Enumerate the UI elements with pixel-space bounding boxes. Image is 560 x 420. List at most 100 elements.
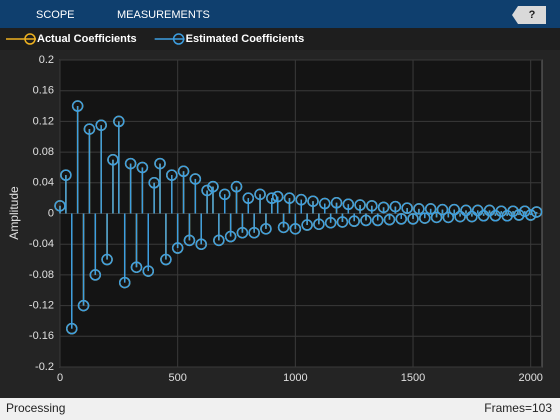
stem-marker (442, 211, 455, 224)
stem-marker (124, 157, 137, 170)
stem-marker (377, 201, 390, 214)
stem-marker (395, 213, 408, 225)
stem-marker (407, 213, 419, 225)
legend-marker (24, 33, 36, 45)
stem-marker (142, 265, 155, 277)
y-tick-label: -0.04 (29, 238, 54, 250)
y-tick-label: 0.08 (33, 146, 54, 158)
stem-marker (248, 226, 260, 239)
stem-marker (289, 223, 302, 235)
help-icon[interactable]: ? (529, 9, 536, 21)
stem-marker (171, 242, 184, 254)
stem-marker (330, 197, 343, 209)
x-tick-label: 0 (57, 372, 63, 384)
stem-marker (218, 188, 231, 201)
stem-marker (413, 203, 425, 215)
stem-marker (460, 204, 472, 217)
stem-marker (213, 234, 225, 247)
stem-marker (519, 205, 531, 217)
stem-marker (230, 180, 243, 193)
stem-marker (283, 192, 296, 204)
stem-marker (295, 193, 307, 206)
tab[interactable]: SCOPE (36, 9, 75, 21)
stem-marker (454, 210, 466, 223)
stem-marker (466, 210, 478, 223)
stem-marker (389, 200, 402, 213)
y-tick-label: 0.16 (33, 85, 54, 97)
stem-marker (89, 269, 102, 281)
stem-marker (436, 203, 449, 216)
y-tick-label: -0.2 (35, 361, 54, 373)
stem-marker (224, 230, 237, 243)
stem-marker (307, 195, 319, 207)
legend-bar (0, 28, 560, 50)
stem-marker (448, 203, 460, 216)
stem-marker (507, 205, 519, 217)
stem-marker (513, 209, 525, 221)
stem-marker (424, 203, 437, 215)
stem-marker (66, 322, 78, 335)
stem-marker (242, 192, 255, 204)
stem-marker (342, 198, 355, 211)
stem-marker (113, 115, 125, 128)
y-tick-label: 0.2 (39, 54, 54, 66)
stem-marker (71, 100, 84, 112)
help-button[interactable] (512, 6, 546, 24)
stem-marker (301, 219, 313, 231)
stem-marker (419, 212, 431, 224)
stem-marker (430, 211, 443, 224)
stem-marker (54, 200, 66, 212)
stem-marker (166, 169, 178, 181)
x-tick-label: 500 (168, 372, 186, 384)
stem-marker (189, 173, 202, 185)
stem-marker (260, 223, 272, 235)
y-tick-label: -0.08 (29, 269, 54, 281)
stem-marker (207, 180, 219, 193)
stem-marker (271, 190, 284, 203)
stem-marker (160, 253, 172, 266)
stem-marker (366, 200, 378, 212)
stem-marker (336, 216, 349, 228)
stem-marker (60, 169, 72, 181)
stem-marker (95, 119, 107, 131)
stem-marker (348, 215, 360, 227)
frame-count: Frames=103 (484, 401, 552, 415)
stem-marker (183, 234, 196, 247)
status-bar (0, 398, 560, 420)
stem-marker (101, 253, 113, 266)
legend-label: Estimated Coefficients (186, 33, 305, 45)
status-text: Processing (6, 401, 65, 415)
stem-marker (130, 261, 143, 273)
stem-marker (354, 199, 366, 211)
stem-marker (266, 192, 278, 204)
toolbar (0, 0, 560, 28)
x-tick-label: 1500 (401, 372, 425, 384)
x-tick-label: 1000 (283, 372, 307, 384)
stem-marker (177, 165, 190, 178)
stem-marker (148, 177, 160, 189)
stem-marker (319, 197, 331, 210)
stem-marker (83, 123, 96, 135)
stem-marker (154, 157, 166, 170)
stem-marker (360, 214, 372, 227)
stem-marker (201, 184, 213, 197)
stem-marker (530, 206, 543, 218)
stem-marker (524, 209, 537, 221)
stem-marker (324, 216, 337, 229)
tab[interactable]: MEASUREMENTS (117, 9, 210, 21)
stem-marker (236, 226, 249, 239)
stem-marker (77, 299, 90, 312)
legend-label: Actual Coefficients (37, 33, 137, 45)
stem-marker (313, 218, 325, 230)
y-tick-label: -0.16 (29, 330, 54, 342)
stem-marker (371, 214, 384, 227)
stem-marker (383, 213, 396, 226)
stem-marker (401, 202, 413, 214)
y-tick-label: 0 (48, 207, 54, 219)
stem-marker (118, 276, 131, 289)
stem-marker (277, 221, 290, 234)
y-tick-label: -0.12 (29, 300, 54, 312)
y-axis-label: Amplitude (7, 186, 21, 240)
